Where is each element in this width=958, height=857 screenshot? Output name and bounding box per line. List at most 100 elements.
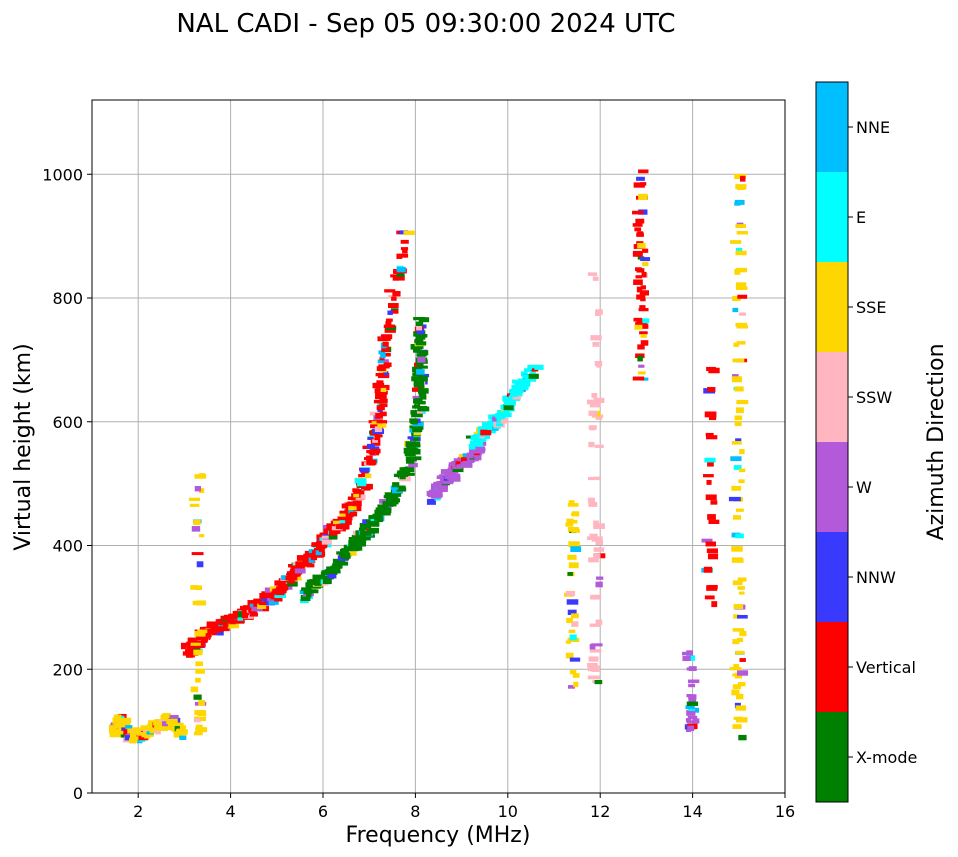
echo-mark <box>191 552 204 556</box>
echo-mark <box>641 271 647 278</box>
echo-mark <box>571 621 579 627</box>
echo-mark <box>278 581 286 587</box>
echo-mark <box>437 480 446 486</box>
plot-frame <box>91 99 786 794</box>
echo-mark <box>569 634 577 641</box>
echo-mark <box>638 193 648 200</box>
echo-mark <box>364 523 372 529</box>
echo-mark <box>191 526 201 532</box>
echo-mark <box>339 513 346 517</box>
echo-mark <box>633 279 643 285</box>
echo-mark <box>416 328 425 335</box>
echo-mark <box>737 186 746 191</box>
echo-mark <box>567 572 573 576</box>
echo-mark <box>376 380 384 385</box>
echo-mark <box>351 541 362 547</box>
echo-mark <box>192 600 199 606</box>
echo-mark <box>334 569 341 574</box>
echo-mark <box>736 341 746 345</box>
x-tick-label: 16 <box>775 802 795 821</box>
echo-mark <box>571 528 580 533</box>
echo-mark <box>591 392 598 398</box>
echo-mark <box>731 546 743 552</box>
echo-mark <box>376 419 383 424</box>
echo-mark <box>487 420 494 427</box>
echo-mark <box>513 388 524 394</box>
echo-mark <box>466 453 474 459</box>
echo-mark <box>461 457 473 461</box>
x-tick-label: 14 <box>682 802 702 821</box>
echo-mark <box>733 664 739 670</box>
colorbar-label: X-mode <box>856 748 917 767</box>
echo-mark <box>418 373 430 378</box>
echo-mark <box>391 296 397 301</box>
echo-mark <box>198 700 205 706</box>
echo-mark <box>363 457 372 461</box>
echo-mark <box>426 498 436 505</box>
echo-mark <box>306 563 315 568</box>
echo-mark <box>737 614 748 619</box>
echo-mark <box>636 286 643 293</box>
echo-mark <box>416 326 422 331</box>
echo-mark <box>306 589 319 594</box>
echo-mark <box>277 584 289 591</box>
echo-mark <box>352 505 362 512</box>
echo-mark <box>377 408 383 413</box>
echo-mark <box>213 626 219 630</box>
echo-mark <box>193 519 201 525</box>
echo-mark <box>363 485 371 491</box>
echo-mark <box>345 512 354 518</box>
echo-mark <box>190 686 199 693</box>
echo-mark <box>567 685 575 689</box>
echo-mark <box>635 275 642 279</box>
echo-mark <box>686 710 696 716</box>
echo-mark <box>411 376 422 382</box>
echo-mark <box>570 613 579 619</box>
echo-mark <box>734 421 742 427</box>
echo-mark <box>322 578 332 585</box>
echo-mark <box>377 423 387 428</box>
echo-mark <box>335 524 343 530</box>
echo-mark <box>387 310 393 315</box>
echo-mark <box>375 372 385 377</box>
echo-mark <box>413 381 425 387</box>
echo-mark <box>522 374 531 379</box>
colorbar-segment-e <box>816 172 848 262</box>
echo-mark <box>140 725 150 731</box>
echo-mark <box>635 267 642 272</box>
echo-mark <box>589 623 600 627</box>
echo-mark <box>707 514 716 520</box>
echo-mark <box>400 239 409 244</box>
echo-mark <box>634 324 643 330</box>
echo-mark <box>169 715 179 719</box>
echo-mark <box>196 561 204 568</box>
echo-mark <box>316 534 322 540</box>
echo-mark <box>636 294 646 300</box>
echo-mark <box>732 639 740 645</box>
echo-mark <box>589 649 602 653</box>
echo-mark <box>409 448 421 455</box>
echo-mark <box>568 500 575 505</box>
y-tick-label: 400 <box>52 537 83 556</box>
echo-mark <box>299 598 309 604</box>
echo-mark <box>315 542 328 547</box>
echo-mark <box>732 580 743 586</box>
echo-marks <box>108 169 749 744</box>
echo-mark <box>414 424 421 429</box>
echo-mark <box>416 362 424 367</box>
echo-mark <box>640 285 646 290</box>
echo-mark <box>433 488 444 493</box>
echo-mark <box>731 557 743 563</box>
echo-mark <box>705 541 717 547</box>
echo-mark <box>638 169 649 174</box>
echo-mark <box>306 593 312 598</box>
echo-mark <box>406 445 417 451</box>
echo-mark <box>687 725 695 732</box>
echo-mark <box>637 355 643 362</box>
echo-mark <box>587 665 600 672</box>
echo-mark <box>500 418 509 424</box>
echo-mark <box>565 522 574 527</box>
echo-mark <box>405 456 414 461</box>
echo-mark <box>526 378 537 382</box>
